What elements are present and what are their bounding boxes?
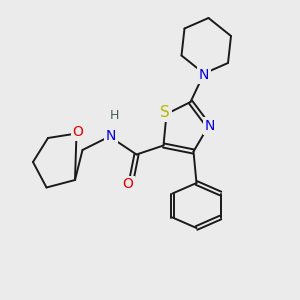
Text: N: N	[199, 68, 209, 82]
Text: H: H	[109, 109, 119, 122]
Text: O: O	[122, 178, 133, 191]
Text: N: N	[205, 119, 215, 133]
Text: S: S	[160, 105, 170, 120]
Text: O: O	[73, 125, 83, 139]
Text: N: N	[106, 130, 116, 143]
